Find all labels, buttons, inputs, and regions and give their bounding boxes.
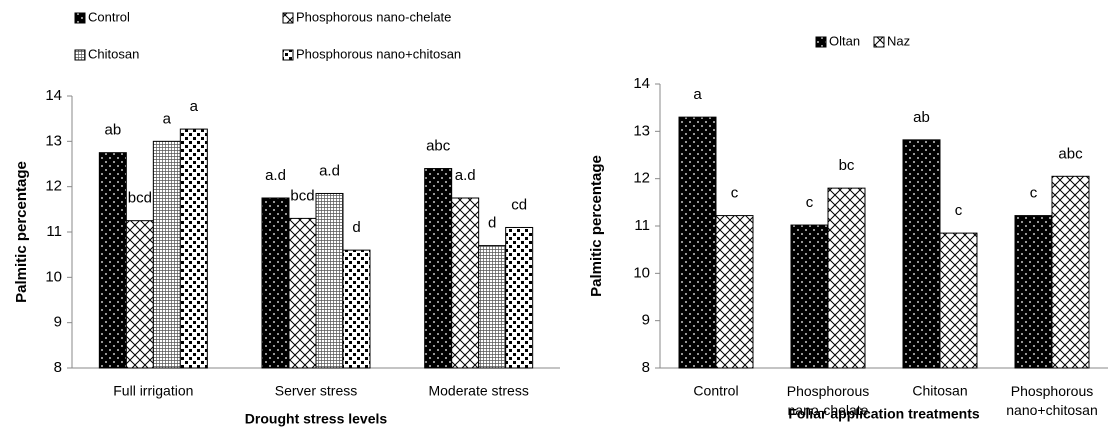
y-tick-label: 9	[54, 314, 62, 331]
legend-label: Naz	[887, 33, 910, 48]
y-tick-label: 10	[45, 268, 62, 285]
bar	[478, 245, 507, 369]
bar-label: ab	[104, 122, 121, 139]
bar-label: abc	[1058, 145, 1083, 162]
y-tick-label: 12	[633, 170, 650, 187]
y-tick-label: 13	[45, 132, 62, 149]
bar	[1014, 215, 1053, 369]
bar	[451, 197, 480, 369]
bar	[152, 140, 181, 369]
y-tick-label: 13	[633, 122, 650, 139]
bar-label: abc	[426, 138, 451, 155]
y-tick-label: 12	[45, 178, 62, 195]
y-tick-label: 14	[45, 87, 62, 104]
bar-label: bcd	[128, 190, 152, 207]
bar-label: c	[731, 185, 739, 202]
bar-label: d	[352, 219, 360, 236]
bar	[424, 168, 453, 369]
bar-label: c	[1030, 185, 1038, 202]
bar-label: ab	[913, 109, 930, 126]
y-tick-label: 11	[46, 223, 62, 240]
bar-label: c	[806, 194, 814, 211]
legend-swatch	[282, 12, 294, 24]
legend-swatch	[282, 49, 294, 61]
bar-label: bc	[839, 157, 855, 174]
bar-label: c	[955, 202, 963, 219]
x-tick-label: Phosphorous nano-chelate	[787, 383, 870, 418]
bar	[678, 116, 717, 369]
legend-label: Phosphorous nano-chelate	[296, 9, 451, 24]
bar	[1051, 175, 1090, 369]
legend-swatch	[815, 36, 827, 48]
legend-swatch	[873, 36, 885, 48]
y-tick-label: 9	[642, 312, 650, 329]
bar-label: a	[163, 110, 172, 127]
x-tick-label: Server stress	[275, 383, 357, 399]
bar	[315, 192, 344, 369]
y-tick-label: 8	[54, 359, 62, 376]
bar	[827, 187, 866, 369]
bar-label: d	[488, 215, 496, 232]
bar-label: a.d	[265, 167, 286, 184]
bar	[261, 197, 290, 369]
bar	[715, 215, 754, 369]
legend-label: Chitosan	[88, 46, 139, 61]
legend-label: Phosphorous nano+chitosan	[296, 46, 461, 61]
x-tick-label: Full irrigation	[113, 383, 193, 399]
x-axis-title: Foliar application treatments	[788, 406, 980, 422]
y-axis-title: Palmitic percentage	[13, 161, 30, 303]
legend-swatch	[74, 49, 86, 61]
bar	[179, 128, 208, 369]
bar	[288, 217, 317, 369]
bar-label: a	[190, 98, 199, 115]
legend-label: Control	[88, 9, 130, 24]
y-tick-label: 11	[634, 217, 650, 234]
x-tick-label: Chitosan	[912, 383, 967, 399]
bar	[902, 139, 941, 369]
bar	[342, 249, 371, 369]
bar-label: a.d	[319, 162, 340, 179]
bar-label: cd	[511, 196, 527, 213]
bar-label: bcd	[290, 187, 314, 204]
bar	[939, 232, 978, 369]
legend-swatch	[74, 12, 86, 24]
bar	[790, 224, 829, 369]
legend-label: Oltan	[829, 33, 860, 48]
x-tick-label: Moderate stress	[428, 383, 528, 399]
bar	[98, 152, 127, 369]
bar-label: a.d	[455, 167, 476, 184]
y-tick-label: 10	[633, 264, 650, 281]
x-tick-label: Control	[693, 383, 738, 399]
bar	[505, 226, 534, 369]
y-tick-label: 8	[642, 359, 650, 376]
x-tick-label: Phosphorous nano+chitosan	[1006, 383, 1097, 418]
y-axis-title: Palmitic percentage	[588, 155, 605, 297]
bar	[125, 220, 154, 369]
bar-label: a	[693, 86, 702, 103]
x-axis-title: Drought stress levels	[245, 411, 388, 427]
y-tick-label: 14	[633, 75, 650, 92]
